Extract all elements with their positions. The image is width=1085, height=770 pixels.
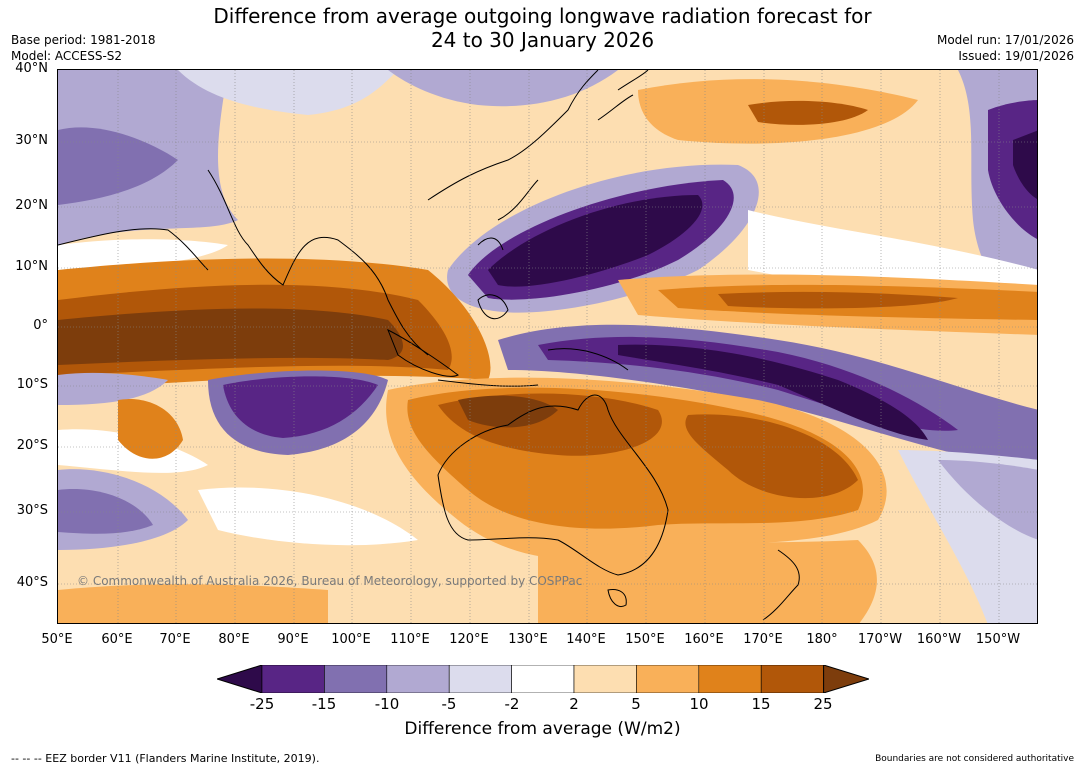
colorbar-segment-5-2 [448,664,512,694]
anomaly-field [58,70,1037,623]
lon-label-120e: 120°E [449,632,489,647]
colorbar-segment-10-15 [698,664,762,694]
model-name: Model: ACCESS-S2 [11,49,123,63]
colorbar-label-10: 10 [689,695,709,713]
lon-label-130e: 130°E [508,632,548,647]
lat-label-40n: 40°N [15,61,48,76]
colorbar-segment-above-25 [823,664,871,694]
lon-label-180: 180° [806,632,838,647]
lon-label-150e: 150°E [625,632,665,647]
lon-label-110e: 110°E [390,632,430,647]
lon-label-100e: 100°E [331,632,371,647]
colorbar-segment-15-10 [324,664,388,694]
olr-anomaly-map [57,69,1038,624]
colorbar-label-minus10: -10 [374,695,400,713]
colorbar-segment-2-5 [573,664,637,694]
graticule [58,70,1037,623]
lat-label-40s: 40°S [16,575,48,590]
colorbar-label-minus15: -15 [311,695,337,713]
boundaries-disclaimer: Boundaries are not considered authoritat… [875,754,1074,764]
colorbar-label-2: 2 [569,695,579,713]
colorbar-segment-below-25 [215,664,263,694]
lon-label-50e: 50°E [41,632,73,647]
lat-label-10s: 10°S [16,377,48,392]
model-run: Model run: 17/01/2026 [936,33,1074,47]
colorbar-segment-2-2 [511,664,575,694]
colorbar-label-25: 25 [813,695,833,713]
colorbar-title: Difference from average (W/m2) [404,719,681,739]
coastlines [58,70,800,621]
lon-label-170e: 170°E [743,632,783,647]
lon-label-150w: 150°W [975,632,1021,647]
map-title: Difference from average outgoing longwav… [0,4,1085,52]
lon-label-160w: 160°W [916,632,962,647]
colorbar-label-minus25: -25 [249,695,275,713]
colorbar-label-minus2: -2 [504,695,520,713]
lat-label-30n: 30°N [15,133,48,148]
lon-label-70e: 70°E [159,632,191,647]
colorbar-label-15: 15 [751,695,771,713]
lat-label-30s: 30°S [16,503,48,518]
lon-label-90e: 90°E [277,632,309,647]
title-line-1: Difference from average outgoing longwav… [213,4,872,28]
lat-label-equator: 0° [33,318,48,333]
copyright-note: © Commonwealth of Australia 2026, Bureau… [77,574,583,588]
title-line-2: 24 to 30 January 2026 [430,28,655,52]
colorbar-label-5: 5 [631,695,641,713]
lon-label-60e: 60°E [101,632,133,647]
colorbar-segment-5-10 [636,664,700,694]
colorbar-segment-10-5 [386,664,450,694]
issued-date: Issued: 19/01/2026 [958,49,1074,63]
meta-left: Base period: 1981-2018 Model: ACCESS-S2 [11,32,156,64]
eez-border-note: -- -- -- EEZ border V11 (Flanders Marine… [11,752,320,765]
base-period: Base period: 1981-2018 [11,33,156,47]
lat-label-20s: 20°S [16,438,48,453]
lon-label-170w: 170°W [857,632,903,647]
lon-label-160e: 160°E [684,632,724,647]
colorbar-segment-25-15 [261,664,325,694]
lon-label-80e: 80°E [218,632,250,647]
colorbar [215,664,871,694]
lon-label-140e: 140°E [566,632,606,647]
colorbar-label-minus5: -5 [441,695,457,713]
lat-label-10n: 10°N [15,259,48,274]
colorbar-segment-15-25 [760,664,824,694]
map-canvas [58,70,1037,623]
lat-label-20n: 20°N [15,198,48,213]
meta-right: Model run: 17/01/2026 Issued: 19/01/2026 [937,32,1074,64]
